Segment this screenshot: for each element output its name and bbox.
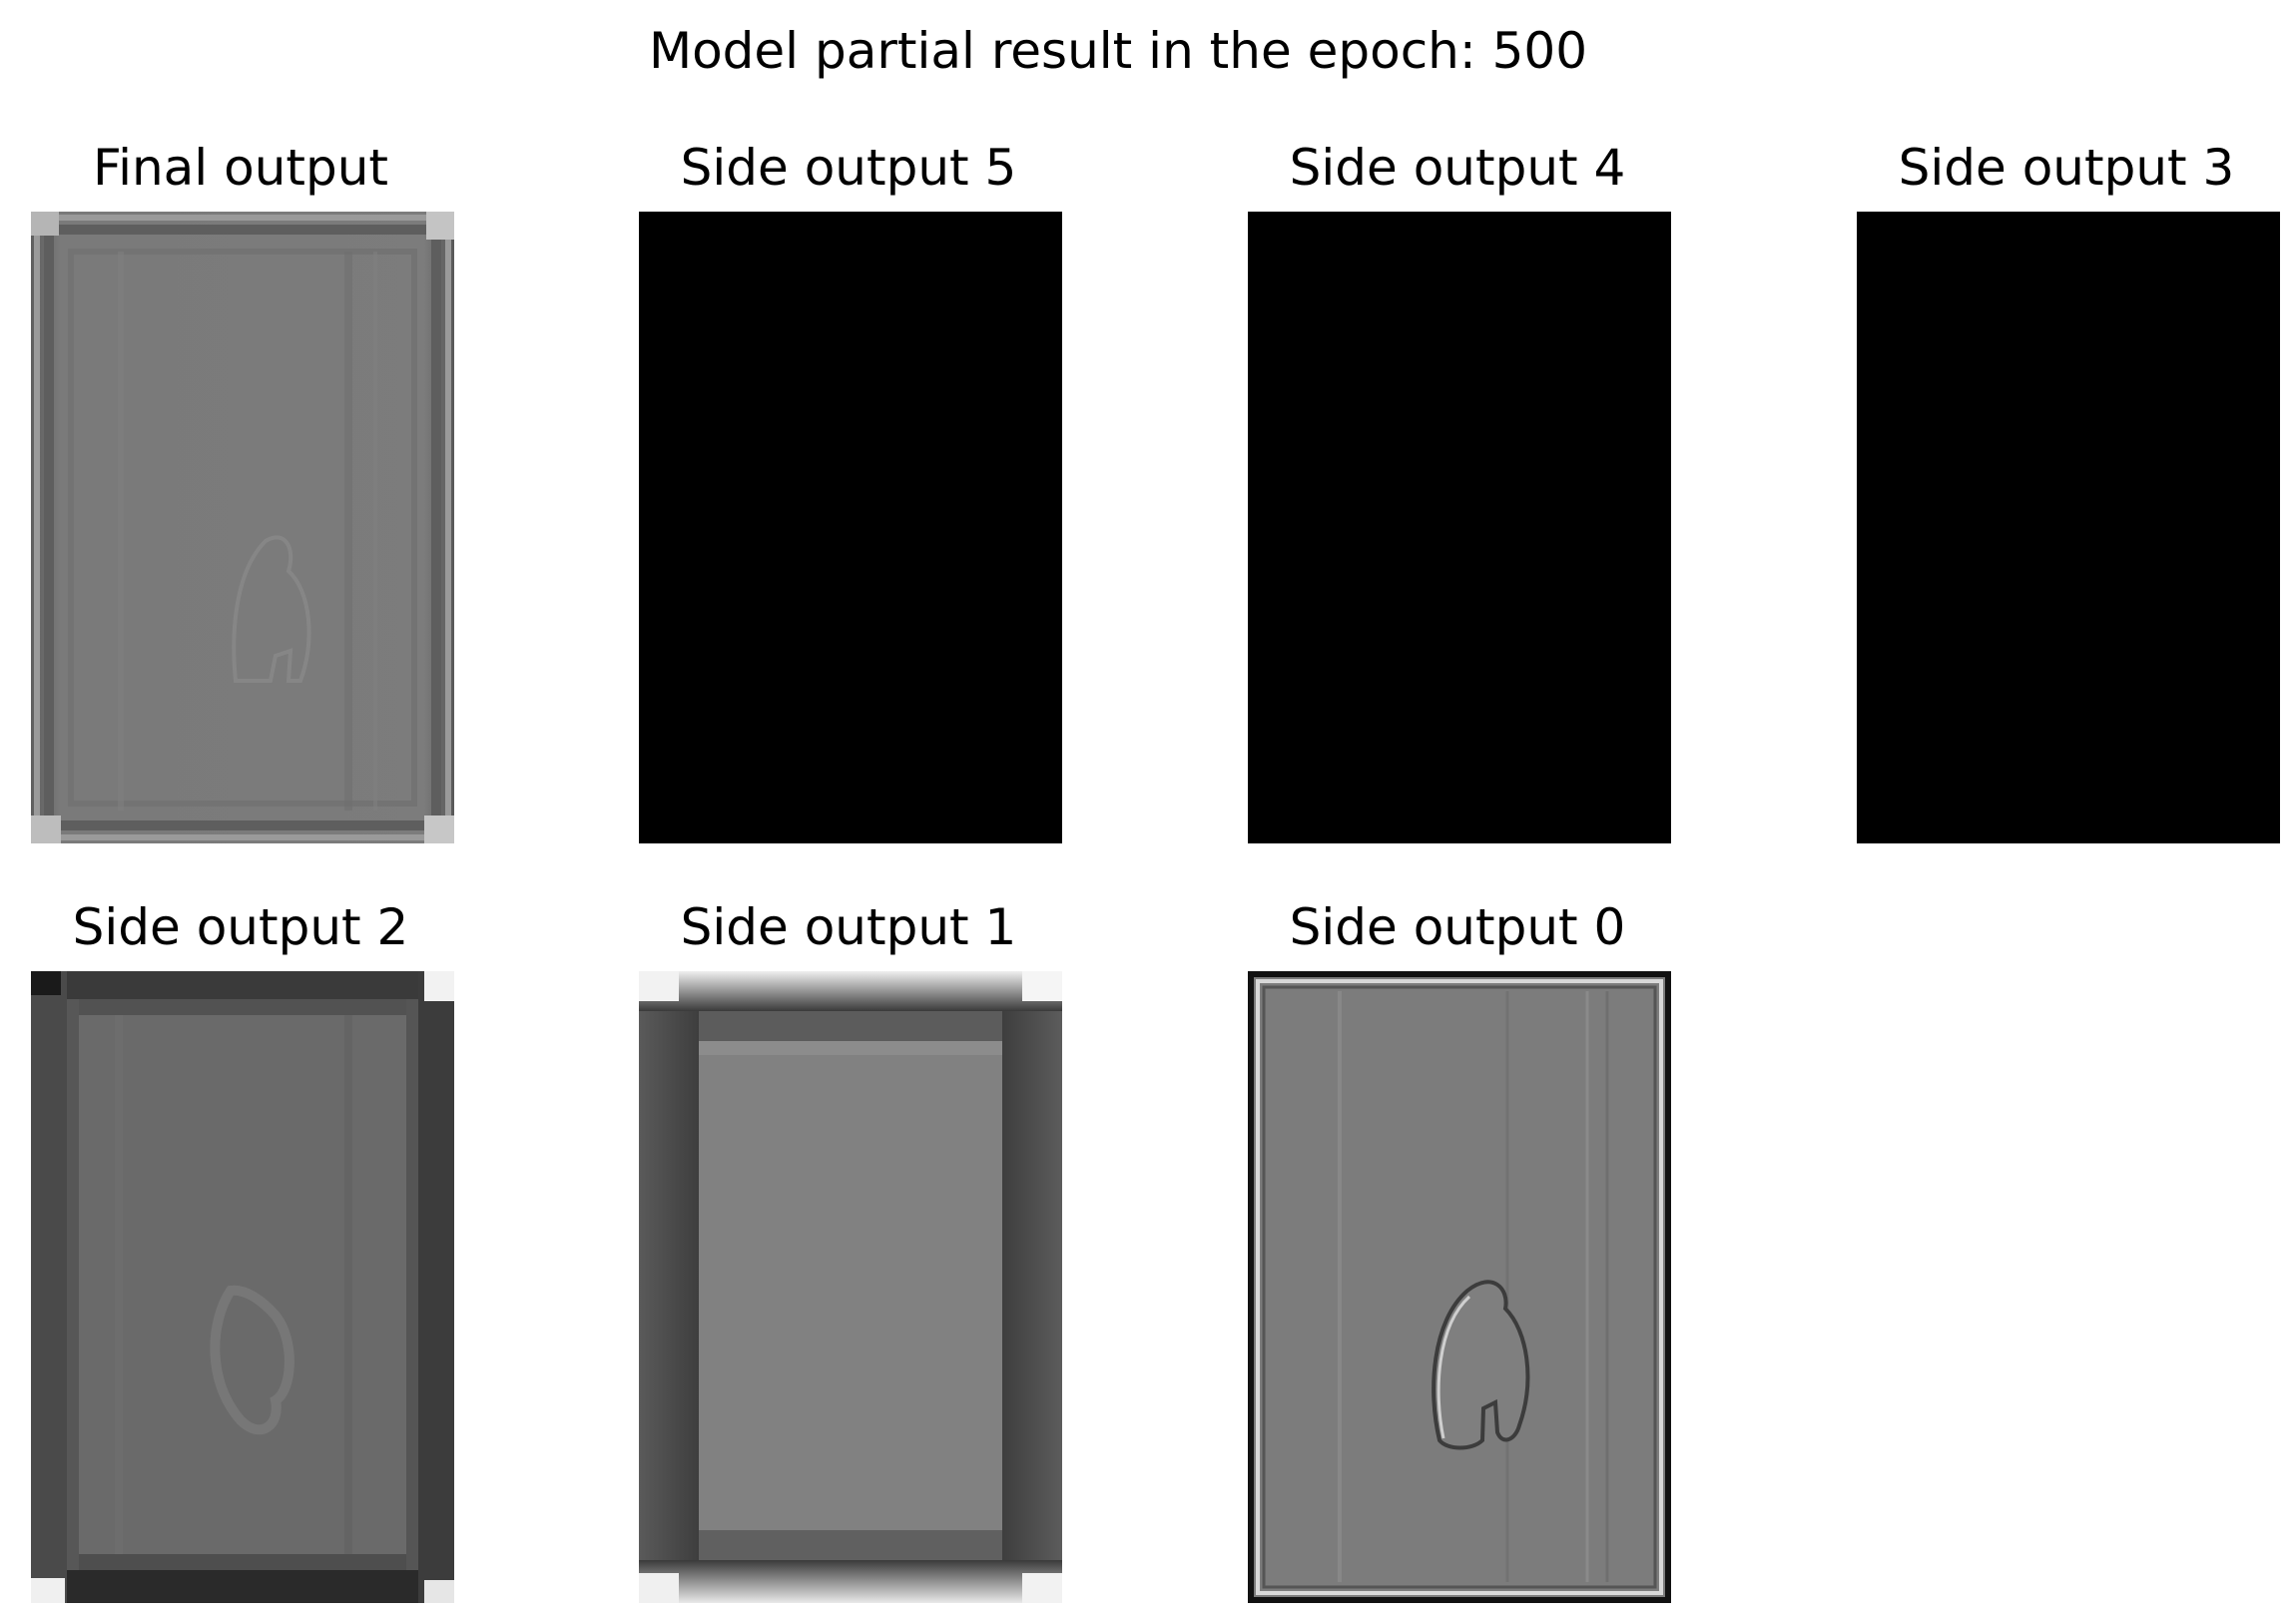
- panel-image-side-output-5: [639, 212, 1062, 843]
- figure-title: Model partial result in the epoch: 500: [648, 22, 1588, 80]
- final-output-image: [31, 212, 454, 843]
- side-output-1-image: [639, 971, 1062, 1603]
- panel-title-side-output-5: Side output 5: [680, 139, 1017, 197]
- side-output-2-image: [31, 971, 454, 1603]
- panel-image-side-output-3: [1857, 212, 2280, 843]
- panel-title-side-output-3: Side output 3: [1898, 139, 2235, 197]
- panel-title-side-output-2: Side output 2: [72, 898, 409, 956]
- panel-title-side-output-4: Side output 4: [1289, 139, 1626, 197]
- side-output-3-image: [1857, 212, 2280, 843]
- panel-title-side-output-0: Side output 0: [1289, 898, 1626, 956]
- panel-image-side-output-4: [1248, 212, 1671, 843]
- panel-image-side-output-1: [639, 971, 1062, 1603]
- panel-image-side-output-2: [31, 971, 454, 1603]
- side-output-0-image: [1248, 971, 1671, 1603]
- panel-title-side-output-1: Side output 1: [680, 898, 1017, 956]
- panel-image-side-output-0: [1248, 971, 1671, 1603]
- panel-image-final-output: [31, 212, 454, 843]
- side-output-5-image: [639, 212, 1062, 843]
- panel-title-final-output: Final output: [92, 139, 389, 197]
- side-output-4-image: [1248, 212, 1671, 843]
